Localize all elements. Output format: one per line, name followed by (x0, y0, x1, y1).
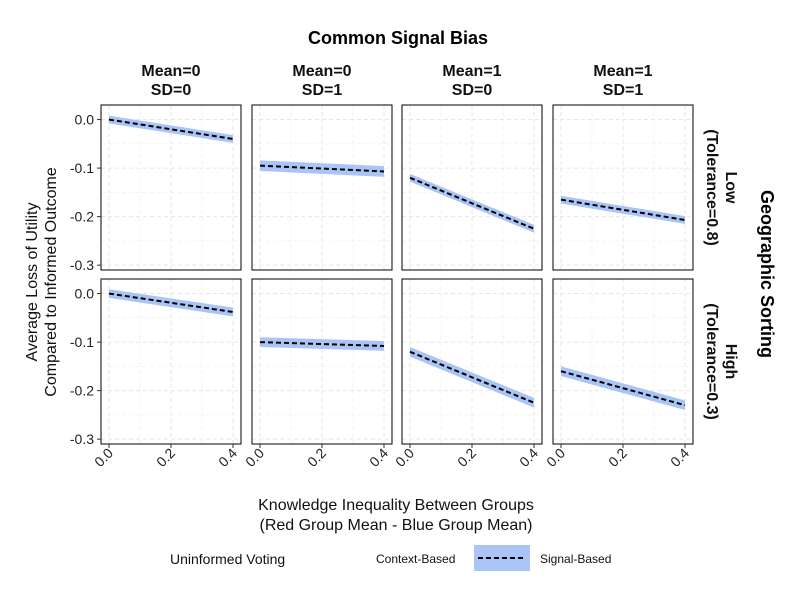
row-strip-line1: Low (722, 172, 739, 205)
column-strip-line2: SD=0 (452, 82, 493, 99)
x-axes: 0.0 0.2 0.4 0.0 0.2 0.4 0.0 0.2 0.4 0.0 0.2 0.4 (91, 444, 692, 470)
panel-r0-c2 (401, 104, 543, 271)
y-axes: 0.0 -0.1 -0.2 -0.3 0.0 -0.1 -0.2 -0.3 (70, 112, 101, 447)
signal-based-line (259, 164, 385, 173)
column-strip-line1: Mean=1 (442, 63, 501, 80)
signal-based-line (259, 341, 385, 347)
y-tick-label: -0.3 (70, 257, 94, 273)
y-tick-label: -0.1 (70, 334, 94, 350)
chart-title: Common Signal Bias (308, 28, 488, 48)
y-tick-label: -0.3 (70, 431, 94, 447)
legend: Uninformed Voting Context-Based Signal-B… (170, 545, 611, 571)
panel-r1-c2 (401, 278, 543, 445)
x-tick-label: 0.2 (153, 445, 178, 470)
x-axis-title-line2: (Red Group Mean - Blue Group Mean) (259, 517, 532, 534)
panel-border (552, 104, 694, 271)
signal-based-line (409, 176, 535, 230)
panel-r0-c0 (100, 104, 242, 271)
y-axis-title-line1: Average Loss of Utility (24, 203, 41, 362)
panel-border (251, 104, 393, 271)
row-strip-line2: (Tolerance=0.3) (703, 303, 720, 420)
signal-based-line (560, 370, 686, 407)
legend-title: Uninformed Voting (170, 551, 285, 567)
column-strip-line2: SD=0 (151, 82, 192, 99)
column-strip-line2: SD=1 (302, 82, 343, 99)
signal-based-line (560, 198, 686, 222)
panel-background (553, 105, 693, 270)
x-tick-label: 0.2 (454, 445, 479, 470)
panel-background (252, 279, 392, 444)
context-based-band (561, 195, 685, 224)
column-strip-labels: Mean=0 SD=0 Mean=0 SD=1 Mean=1 SD=0 Mean=1 SD=1 (141, 63, 652, 99)
y-axis-title-line2: Compared to Informed Outcome (43, 167, 60, 397)
panel-r0-c1 (251, 104, 393, 271)
column-strip-line2: SD=1 (603, 82, 644, 99)
row-strip-line1: High (722, 344, 739, 380)
row-facet-title: Geographic Sorting (757, 190, 777, 358)
panel-r0-c3 (552, 104, 694, 271)
row-strip-line2: (Tolerance=0.8) (703, 129, 720, 246)
panel-border (401, 104, 543, 271)
x-tick-label: 0.0 (543, 445, 568, 470)
y-tick-label: -0.2 (70, 209, 94, 225)
column-strip-line1: Mean=0 (292, 63, 351, 80)
y-tick-label: -0.1 (70, 160, 94, 176)
panel-background (553, 279, 693, 444)
panel-background (252, 105, 392, 270)
x-tick-label: 0.4 (215, 445, 240, 470)
y-tick-label: 0.0 (75, 286, 95, 302)
x-tick-label: 0.4 (667, 445, 692, 470)
x-tick-label: 0.0 (242, 445, 267, 470)
y-tick-label: 0.0 (75, 112, 95, 128)
panel-r1-c0 (100, 278, 242, 445)
signal-based-line (108, 292, 234, 313)
column-strip-line1: Mean=1 (593, 63, 652, 80)
legend-label-context-based: Context-Based (376, 552, 455, 566)
x-tick-label: 0.0 (392, 445, 417, 470)
context-based-band (260, 160, 384, 177)
x-tick-label: 0.4 (516, 445, 541, 470)
signal-based-line (108, 118, 234, 140)
context-based-band (109, 289, 233, 317)
x-tick-label: 0.2 (605, 445, 630, 470)
x-axis-title-line1: Knowledge Inequality Between Groups (258, 497, 534, 514)
y-tick-label: -0.2 (70, 383, 94, 399)
signal-based-line (409, 350, 535, 404)
context-based-band (260, 337, 384, 351)
x-tick-label: 0.2 (304, 445, 329, 470)
panel-r1-c3 (552, 278, 694, 445)
panel-border (100, 104, 242, 271)
row-strip-labels: Low(Tolerance=0.8) High(Tolerance=0.3) (703, 129, 739, 420)
column-strip-line1: Mean=0 (141, 63, 200, 80)
legend-label-signal-based: Signal-Based (540, 552, 611, 566)
panel-r1-c1 (251, 278, 393, 445)
x-tick-label: 0.4 (366, 445, 391, 470)
x-tick-label: 0.0 (91, 445, 116, 470)
context-based-band (109, 115, 233, 143)
panels (100, 104, 694, 445)
